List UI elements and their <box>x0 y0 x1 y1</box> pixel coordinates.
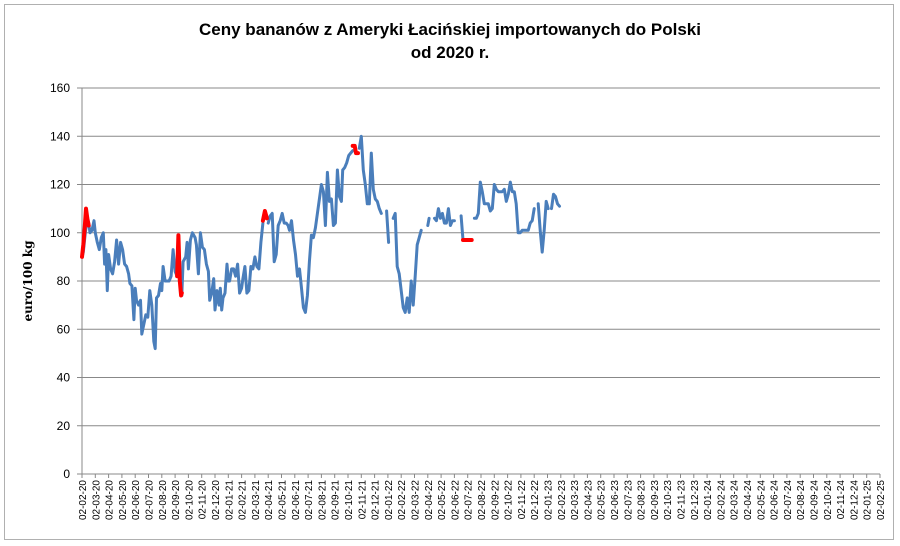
x-tick-label: 02-11-24 <box>836 480 847 520</box>
x-tick-label: 02-02-22 <box>397 480 408 520</box>
x-tick-label: 02-01-22 <box>384 480 395 520</box>
x-tick-label: 02-12-23 <box>690 480 701 520</box>
x-tick-label: 02-03-24 <box>730 480 741 520</box>
x-tick-label: 02-06-21 <box>291 480 302 520</box>
y-tick-label: 140 <box>50 129 70 143</box>
x-tick-label: 02-10-24 <box>823 480 834 520</box>
x-tick-label: 02-12-22 <box>530 480 541 520</box>
y-tick-label: 0 <box>63 467 70 481</box>
x-tick-label: 02-06-23 <box>610 480 621 520</box>
x-tick-label: 02-09-21 <box>331 480 342 520</box>
price-line-segment-9 <box>472 180 536 235</box>
x-tick-label: 02-07-22 <box>464 480 475 520</box>
highlight-line-segment-0 <box>80 206 91 259</box>
y-axis-label: euro/100 kg <box>21 240 35 322</box>
x-tick-label: 02-07-20 <box>145 480 156 520</box>
y-tick-label: 60 <box>57 322 71 336</box>
x-tick-label: 02-09-24 <box>810 480 821 520</box>
price-line-segment-5 <box>391 211 423 314</box>
highlight-line-segment-3 <box>350 143 360 156</box>
x-tick-label: 02-06-22 <box>450 480 461 520</box>
y-tick-label: 160 <box>50 81 70 95</box>
x-tick-label: 02-07-23 <box>623 480 634 520</box>
price-line-segment-3 <box>357 134 383 215</box>
chart-title-line2: od 2020 r. <box>410 43 490 62</box>
x-tick-label: 02-05-21 <box>278 480 289 520</box>
chart-frame <box>4 4 894 540</box>
x-tick-label: 02-03-21 <box>251 480 262 520</box>
price-line-segment-8 <box>459 214 465 242</box>
x-tick-label: 02-01-25 <box>863 480 874 520</box>
x-tick-label: 02-04-20 <box>105 480 116 520</box>
x-tick-label: 02-09-23 <box>650 480 661 520</box>
x-tick-label: 02-05-23 <box>597 480 608 520</box>
x-tick-label: 02-03-20 <box>91 480 102 520</box>
x-tick-label: 02-01-21 <box>224 480 235 520</box>
y-tick-label: 40 <box>57 371 71 385</box>
x-tick-label: 02-04-22 <box>424 480 435 520</box>
price-line-segment-0 <box>80 216 179 351</box>
price-line-segment-6 <box>426 216 431 227</box>
x-tick-label: 02-12-21 <box>371 480 382 520</box>
x-tick-label: 02-08-24 <box>796 480 807 520</box>
x-tick-label: 02-09-20 <box>171 480 182 520</box>
x-tick-label: 02-05-20 <box>118 480 129 520</box>
x-tick-label: 02-10-21 <box>344 480 355 520</box>
x-tick-label: 02-11-23 <box>677 480 688 520</box>
price-line-segment-7 <box>433 207 456 227</box>
x-tick-label: 02-11-22 <box>517 480 528 520</box>
highlight-line-segment-1 <box>175 233 184 298</box>
x-tick-label: 02-08-23 <box>637 480 648 520</box>
x-tick-label: 02-12-24 <box>849 480 860 520</box>
price-line-segment-1 <box>180 221 265 312</box>
x-tick-label: 02-06-24 <box>770 480 781 520</box>
x-tick-label: 02-10-23 <box>663 480 674 520</box>
x-tick-label: 02-02-20 <box>78 480 89 520</box>
x-tick-label: 02-02-24 <box>716 480 727 520</box>
x-tick-label: 02-04-24 <box>743 480 754 520</box>
x-tick-label: 02-09-22 <box>490 480 501 520</box>
x-tick-label: 02-08-22 <box>477 480 488 520</box>
x-tick-label: 02-03-22 <box>411 480 422 520</box>
price-line-segment-10 <box>536 199 550 254</box>
x-tick-label: 02-04-21 <box>264 480 275 520</box>
y-tick-label: 80 <box>57 274 71 288</box>
x-tick-label: 02-01-24 <box>703 480 714 520</box>
x-tick-label: 02-02-21 <box>238 480 249 520</box>
y-tick-label: 100 <box>50 226 70 240</box>
x-tick-label: 02-07-24 <box>783 480 794 520</box>
price-line-segment-11 <box>550 192 561 211</box>
x-tick-label: 02-08-20 <box>158 480 169 520</box>
x-tick-label: 02-05-24 <box>756 480 767 520</box>
x-tick-label: 02-02-25 <box>876 480 887 520</box>
price-line-segment-2 <box>266 149 355 314</box>
x-tick-label: 02-05-22 <box>437 480 448 520</box>
x-tick-label: 02-01-23 <box>544 480 555 520</box>
y-tick-label: 120 <box>50 178 70 192</box>
x-tick-label: 02-10-22 <box>504 480 515 520</box>
x-tick-label: 02-06-20 <box>131 480 142 520</box>
x-tick-label: 02-10-20 <box>184 480 195 520</box>
highlight-line-segment-2 <box>260 209 269 223</box>
x-tick-label: 02-12-20 <box>211 480 222 520</box>
x-tick-label: 02-11-20 <box>198 480 209 520</box>
x-tick-label: 02-04-23 <box>583 480 594 520</box>
x-tick-label: 02-02-23 <box>557 480 568 520</box>
y-tick-label: 20 <box>57 419 71 433</box>
x-tick-label: 02-07-21 <box>304 480 315 520</box>
x-tick-label: 02-08-21 <box>317 480 328 520</box>
x-tick-label: 02-03-23 <box>570 480 581 520</box>
chart-title-line1: Ceny bananów z Ameryki Łacińskiej import… <box>199 20 701 39</box>
x-tick-label: 02-11-21 <box>357 480 368 520</box>
price-line-segment-4 <box>385 209 391 244</box>
